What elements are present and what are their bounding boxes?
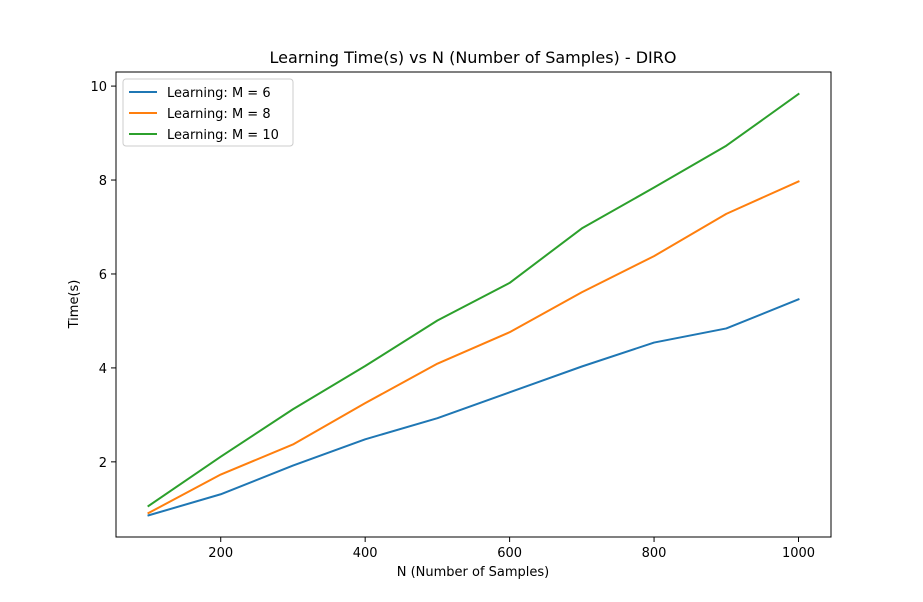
x-tick-label: 1000	[782, 546, 815, 561]
plot-frame	[115, 71, 832, 538]
x-tick-label: 600	[497, 546, 522, 561]
series-line-2	[147, 180, 800, 515]
y-tick-label: 2	[99, 456, 107, 471]
y-axis-label: Time(s)	[67, 280, 82, 330]
series-line-1	[147, 298, 800, 517]
y-tick-label: 4	[99, 362, 107, 377]
legend: Learning: M = 6 Learning: M = 8 Learning: …	[122, 78, 294, 147]
y-tick-label: 6	[99, 268, 107, 283]
series-line-3	[147, 92, 800, 508]
x-tick-label: 400	[353, 546, 378, 561]
y-tick-label: 10	[90, 80, 107, 95]
x-tick-label: 200	[208, 546, 233, 561]
plot-area: 200 400 600 800 1000 2 4 6 8 10	[90, 71, 832, 561]
legend-label: Learning: M = 10	[167, 128, 279, 143]
x-axis-label: N (Number of Samples)	[397, 565, 550, 580]
legend-box	[122, 78, 294, 147]
x-tick-label: 800	[642, 546, 667, 561]
legend-label: Learning: M = 8	[167, 107, 271, 122]
y-tick-label: 8	[99, 174, 107, 189]
chart-title: Learning Time(s) vs N (Number of Samples…	[270, 48, 677, 67]
legend-label: Learning: M = 6	[167, 86, 271, 101]
